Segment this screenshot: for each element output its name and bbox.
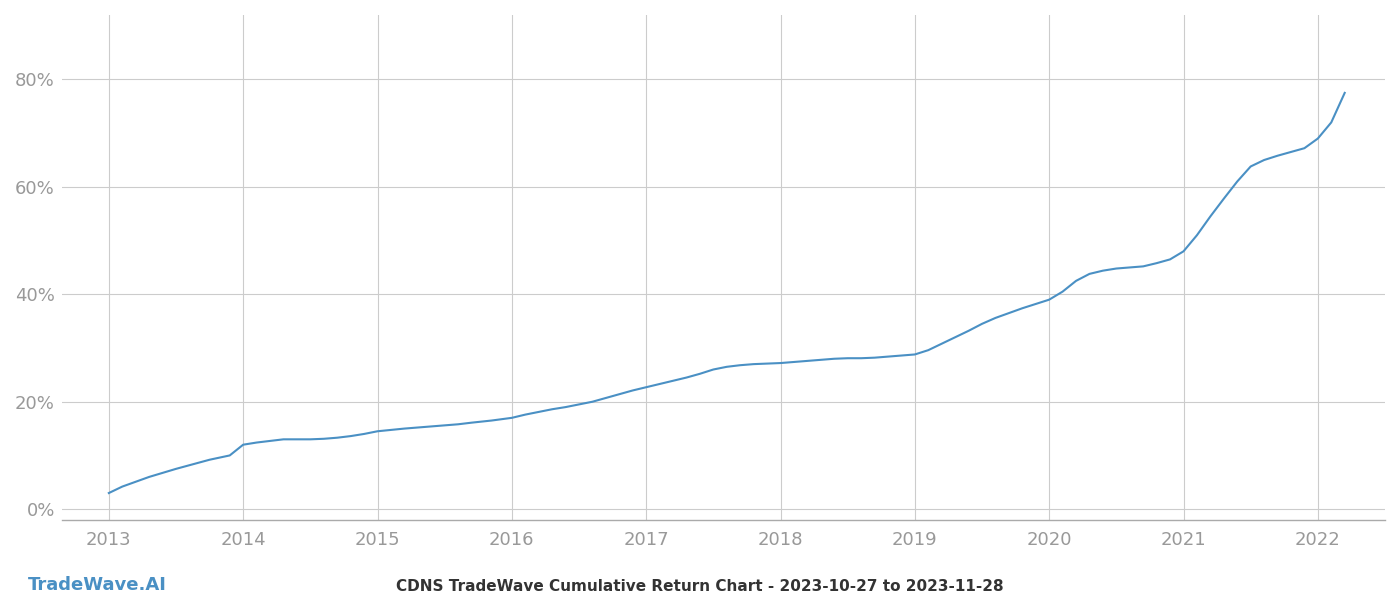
Text: TradeWave.AI: TradeWave.AI: [28, 576, 167, 594]
Text: CDNS TradeWave Cumulative Return Chart - 2023-10-27 to 2023-11-28: CDNS TradeWave Cumulative Return Chart -…: [396, 579, 1004, 594]
